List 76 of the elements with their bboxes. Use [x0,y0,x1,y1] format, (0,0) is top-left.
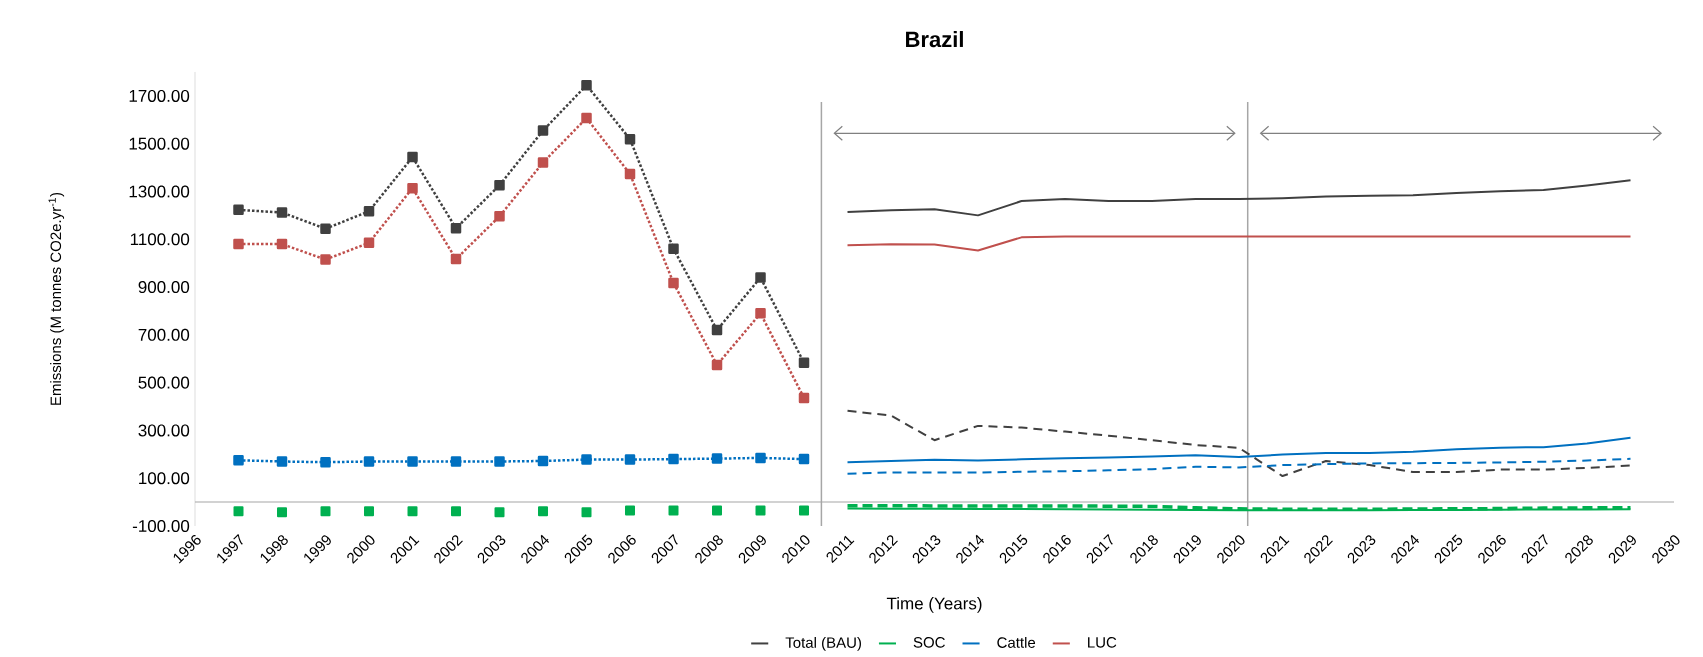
y-axis-title: Emissions (M tonnes CO2e.yr$^{-1}$) [48,192,65,405]
y-tick-label: 300.00 [138,424,190,437]
point [233,455,244,466]
point [668,243,679,255]
point [276,207,288,218]
point [755,272,766,283]
point [494,456,505,467]
point [798,392,810,404]
point [798,453,810,465]
point [537,157,549,168]
point [798,357,810,369]
point [711,359,723,371]
point [581,79,592,91]
point [581,454,592,465]
point [450,253,462,265]
point [407,182,418,194]
point [538,506,549,517]
point [494,211,505,222]
point [320,254,331,265]
point [276,456,288,467]
point [277,507,287,518]
point [581,112,592,124]
line-series [846,436,1632,464]
point [755,308,766,319]
point [624,168,636,180]
point [711,453,723,464]
y-tick-label: -100.00 [132,519,190,533]
point [450,456,462,467]
point [407,506,418,517]
point [668,453,679,465]
point [711,324,723,336]
point [799,505,810,516]
point [712,505,723,516]
line-series [846,179,1632,217]
y-tick-label: 1500.00 [129,137,190,150]
point [494,507,505,518]
point [364,506,375,517]
legend-label: LUC [1088,637,1117,648]
chart-title: Brazil [906,31,963,48]
point [363,237,375,249]
legend-label: Total (BAU) [785,636,861,651]
point [755,505,766,516]
point [537,125,549,136]
point [624,133,636,145]
x-axis-title: Time (Years) [886,597,982,613]
y-tick-label: 900.00 [138,281,190,294]
point [407,456,418,467]
point [233,204,244,216]
point [755,452,766,464]
y-tick-label: 1100.00 [130,233,190,246]
point [233,238,244,250]
point [276,238,288,250]
point [363,206,375,217]
point [581,507,592,518]
y-tick-label: 1300.00 [129,185,190,198]
point [450,223,462,234]
point [320,506,331,517]
y-tick-label: 500.00 [138,376,190,389]
legend-label: SOC [913,637,945,648]
line-series [846,409,1632,478]
point [451,506,462,517]
point [494,180,505,191]
point [407,151,418,163]
y-tick-label: 1700.00 [129,89,190,102]
point [537,455,549,467]
point [233,506,244,517]
point [320,456,331,468]
point [668,277,679,289]
point [320,223,331,234]
point [363,456,375,467]
point [668,505,679,516]
point [624,454,636,465]
point [625,505,636,516]
y-tick-label: 100.00 [139,472,190,485]
y-tick-label: 700.00 [138,328,190,341]
legend-label: Cattle [997,636,1036,648]
